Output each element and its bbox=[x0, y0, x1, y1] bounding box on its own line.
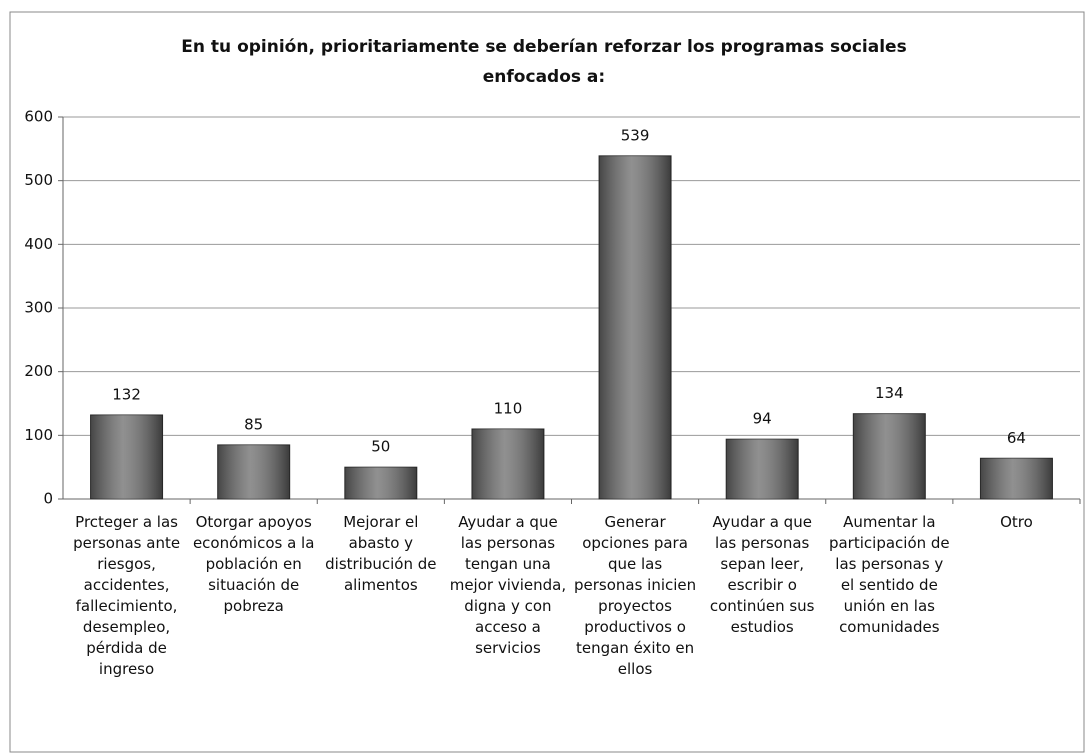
bar-shade bbox=[471, 428, 544, 499]
y-tick-label: 0 bbox=[43, 490, 53, 508]
bar-shade bbox=[90, 414, 163, 499]
data-label: 64 bbox=[1007, 429, 1026, 447]
y-tick-label: 400 bbox=[24, 235, 53, 253]
data-label: 50 bbox=[371, 438, 390, 456]
chart-title: En tu opinión, prioritariamente se deber… bbox=[181, 37, 907, 87]
x-tick-label: Ayudar a que las personas tengan una mej… bbox=[449, 513, 567, 657]
x-tick-label: Otorgar apoyos económicos a la población… bbox=[192, 513, 315, 615]
y-tick-label: 100 bbox=[24, 426, 53, 444]
y-tick-label: 500 bbox=[24, 171, 53, 189]
x-tick-label: Ayudar a que las personas sepan leer, es… bbox=[709, 513, 815, 636]
data-label: 134 bbox=[875, 384, 904, 402]
data-label: 94 bbox=[753, 410, 772, 428]
data-label: 110 bbox=[494, 399, 523, 417]
x-tick-label: Mejorar el abasto y distribución de alim… bbox=[325, 513, 437, 594]
y-tick-label: 200 bbox=[24, 362, 53, 380]
bar-shade bbox=[599, 155, 672, 499]
bar-shade bbox=[980, 458, 1053, 499]
x-tick-label: Prcteger a las personas ante riesgos, ac… bbox=[73, 513, 181, 678]
y-tick-label: 600 bbox=[24, 108, 53, 126]
data-label: 132 bbox=[112, 385, 141, 403]
x-tick-label: Generar opciones para que las personas i… bbox=[573, 513, 697, 678]
bar-shade bbox=[344, 467, 417, 499]
data-label: 539 bbox=[621, 126, 650, 144]
bar-shade bbox=[853, 413, 926, 499]
chart-border bbox=[9, 11, 1085, 753]
data-label: 85 bbox=[244, 415, 263, 433]
bar-shade bbox=[726, 439, 799, 499]
bar-shade bbox=[217, 444, 290, 499]
y-tick-label: 300 bbox=[24, 299, 53, 317]
x-tick-label: Aumentar la participación de las persona… bbox=[828, 513, 950, 636]
x-tick-label: Otro bbox=[1000, 513, 1033, 531]
